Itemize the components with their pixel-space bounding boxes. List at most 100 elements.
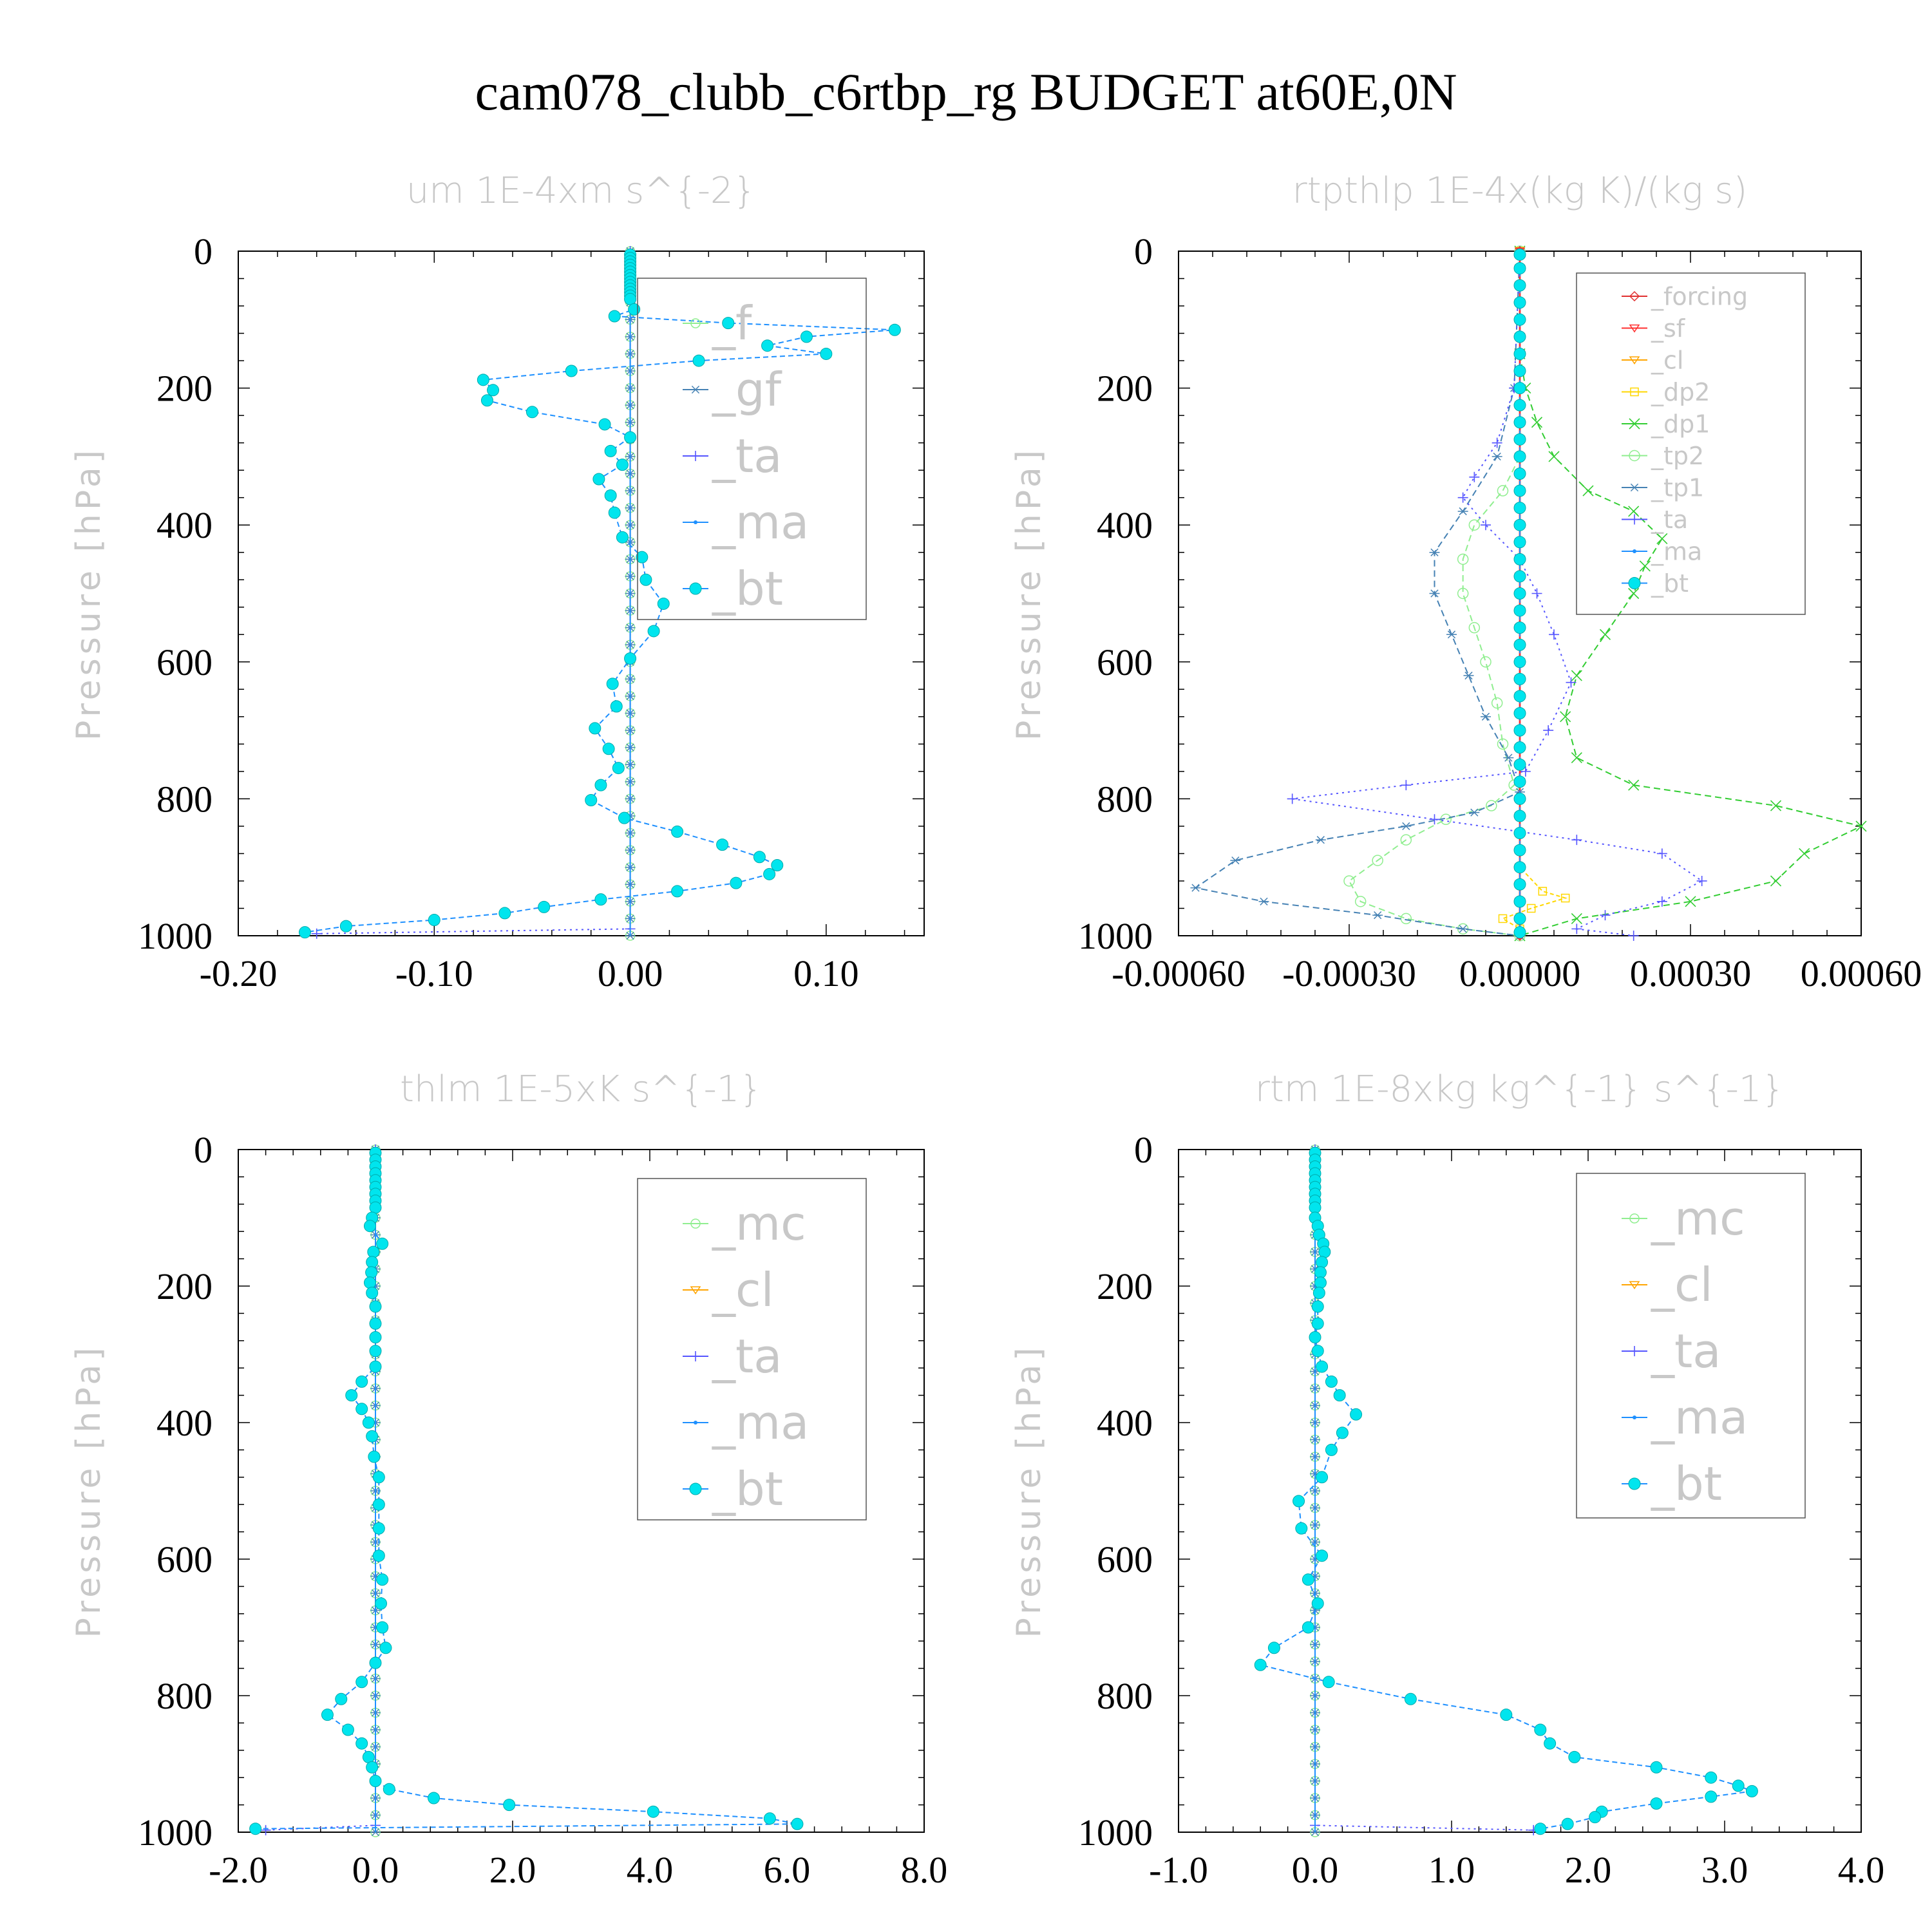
legend-label: _forcing bbox=[1651, 282, 1748, 310]
data-point bbox=[1639, 560, 1651, 572]
series-line bbox=[1292, 251, 1703, 936]
y-tick-label: 0 bbox=[194, 231, 213, 272]
legend-label: _ta bbox=[712, 429, 782, 483]
data-point bbox=[1526, 904, 1536, 913]
data-point bbox=[249, 1823, 262, 1835]
data-point bbox=[1469, 808, 1480, 817]
y-tick-label: 400 bbox=[156, 504, 213, 546]
data-point bbox=[365, 1266, 378, 1279]
y-tick-label: 200 bbox=[156, 368, 213, 410]
series-bt bbox=[1513, 248, 1526, 939]
data-point bbox=[1457, 492, 1468, 503]
data-point bbox=[1372, 855, 1383, 866]
legend-marker bbox=[1628, 1477, 1641, 1490]
legend: _forcing _sf _cl _dp2 _dp1 _tp2 _tp1 _ta _ma _bt bbox=[1576, 272, 1806, 615]
data-point bbox=[722, 317, 735, 330]
data-point bbox=[1513, 262, 1526, 275]
series-bt bbox=[249, 1146, 804, 1835]
legend-label: _ta bbox=[712, 1329, 782, 1383]
data-point bbox=[1566, 677, 1577, 688]
data-point bbox=[1628, 506, 1640, 517]
data-point bbox=[1309, 1331, 1321, 1343]
series-line bbox=[316, 251, 631, 934]
data-point bbox=[1503, 753, 1514, 762]
x-tick-label: 0.00030 bbox=[1630, 952, 1752, 994]
y-tick-label: 800 bbox=[1097, 1675, 1153, 1717]
series-ta bbox=[1310, 1144, 1539, 1835]
data-point bbox=[1318, 1245, 1331, 1258]
data-point bbox=[1513, 827, 1526, 840]
data-point bbox=[1372, 911, 1383, 920]
data-point bbox=[1513, 570, 1526, 583]
data-point bbox=[1549, 629, 1559, 640]
data-point bbox=[1513, 895, 1526, 908]
data-point bbox=[1429, 814, 1440, 825]
data-point bbox=[1513, 502, 1526, 515]
series-line bbox=[1519, 251, 1863, 936]
y-tick-label: 200 bbox=[1097, 368, 1153, 410]
data-point bbox=[1513, 382, 1526, 395]
series-line bbox=[265, 1150, 376, 1831]
data-point bbox=[1293, 1495, 1305, 1508]
data-point bbox=[1480, 656, 1492, 668]
x-tick-label: 1.0 bbox=[1428, 1849, 1475, 1891]
legend-label: _bt bbox=[1651, 1457, 1722, 1511]
data-point bbox=[1302, 1621, 1314, 1634]
panel-rtm: rtm 1E-8xkg kg^{-1} s^{-1} Pressure [hPa]… bbox=[1010, 1068, 1884, 1891]
y-tick-label: 400 bbox=[156, 1402, 213, 1444]
data-point bbox=[1230, 856, 1241, 865]
data-point bbox=[1513, 844, 1526, 857]
data-point bbox=[1267, 1642, 1280, 1654]
data-point bbox=[1513, 365, 1526, 377]
data-point bbox=[1481, 712, 1491, 721]
data-point bbox=[671, 825, 684, 838]
data-point bbox=[369, 1360, 382, 1373]
data-point bbox=[1548, 451, 1560, 462]
data-point bbox=[1457, 507, 1468, 516]
data-point bbox=[1258, 897, 1269, 905]
data-point bbox=[1513, 313, 1526, 326]
series-line bbox=[305, 254, 895, 933]
data-point bbox=[1513, 433, 1526, 446]
legend-marker bbox=[1629, 1346, 1640, 1356]
data-point bbox=[1770, 875, 1782, 887]
data-point bbox=[1302, 1573, 1314, 1586]
data-point bbox=[1336, 1426, 1349, 1439]
data-point bbox=[372, 1498, 385, 1511]
data-point bbox=[1656, 533, 1668, 545]
data-point bbox=[616, 531, 629, 544]
x-tick-label: 2.0 bbox=[489, 1849, 536, 1891]
series-ta bbox=[260, 1144, 381, 1835]
legend-marker bbox=[690, 1286, 701, 1294]
series-ta bbox=[311, 246, 636, 939]
data-point bbox=[1350, 1408, 1363, 1421]
data-point bbox=[1513, 638, 1526, 651]
data-point bbox=[1322, 1676, 1335, 1689]
legend-marker bbox=[1629, 1213, 1640, 1224]
data-point bbox=[1513, 296, 1526, 309]
data-point bbox=[428, 1792, 440, 1804]
data-point bbox=[477, 374, 489, 386]
legend: _mc _cl _ta _ma _bt bbox=[1576, 1173, 1806, 1519]
data-point bbox=[761, 339, 774, 352]
data-point bbox=[1513, 690, 1526, 703]
data-point bbox=[1190, 884, 1201, 892]
legend-label: _mc bbox=[1651, 1191, 1745, 1245]
legend-label: _gf bbox=[712, 363, 782, 417]
data-point bbox=[1513, 912, 1526, 925]
data-point bbox=[1560, 711, 1571, 723]
data-point bbox=[1544, 1737, 1557, 1750]
data-point bbox=[355, 1403, 368, 1416]
data-point bbox=[335, 1692, 348, 1705]
data-point bbox=[376, 1621, 389, 1634]
data-point bbox=[1312, 1287, 1325, 1300]
data-point bbox=[428, 914, 440, 927]
data-point bbox=[369, 1300, 382, 1313]
data-point bbox=[341, 1723, 354, 1736]
data-point bbox=[1656, 896, 1667, 907]
data-point bbox=[763, 867, 776, 880]
data-point bbox=[624, 431, 637, 444]
data-point bbox=[1705, 1790, 1718, 1803]
data-point bbox=[647, 1805, 659, 1818]
data-point bbox=[369, 1775, 382, 1787]
